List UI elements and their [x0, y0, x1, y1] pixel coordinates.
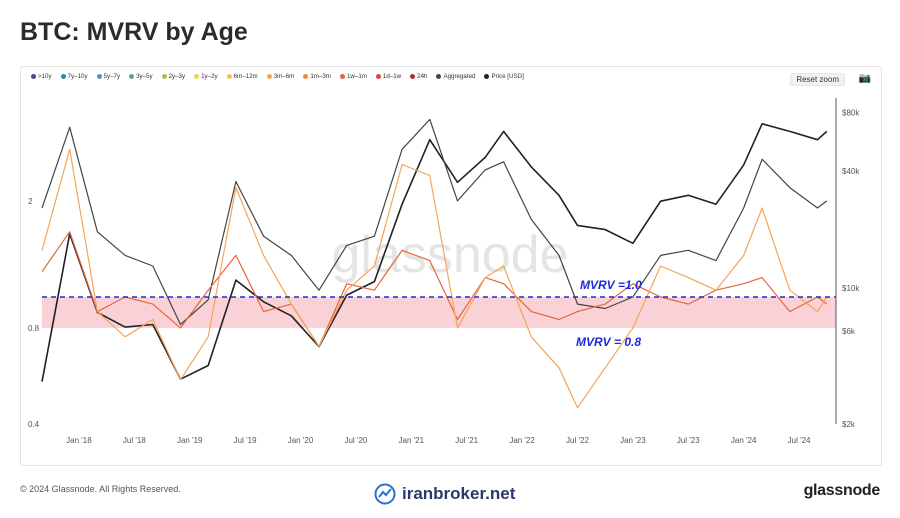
legend-label: 3m–6m — [273, 73, 295, 80]
legend-label: 2y–3y — [168, 73, 186, 80]
trend-icon — [374, 483, 396, 505]
legend-label: Aggregated — [443, 73, 476, 80]
legend-dot — [161, 74, 167, 79]
x-tick-label: Jul '23 — [677, 436, 700, 445]
x-tick-label: Jan '22 — [509, 436, 535, 445]
x-tick-label: Jan '21 — [399, 436, 425, 445]
legend-item[interactable]: Aggregated — [436, 73, 475, 80]
x-tick-label: Jul '20 — [344, 436, 367, 445]
x-tick-label: Jan '19 — [177, 436, 203, 445]
legend-label: >10y — [38, 73, 52, 80]
annotation-label: MVRV =1.0 — [580, 278, 642, 292]
footer-brand-text: iranbroker.net — [402, 484, 516, 503]
legend-item[interactable]: 1m–3m — [303, 73, 331, 80]
y-left-tick-label: 0.8 — [28, 324, 40, 333]
legend-item[interactable]: 1w–1m — [339, 73, 367, 80]
legend-dot — [129, 74, 135, 79]
chart-panel: >10y 7y–10y 5y–7y 3y–5y 2y–3y 1y–2y 6m–12m 3m–6… — [20, 66, 882, 466]
footer-copyright: © 2024 Glassnode. All Rights Reserved. — [20, 484, 181, 494]
legend-dot — [194, 74, 200, 79]
legend-item[interactable]: 2y–3y — [161, 73, 186, 80]
legend-label: 5y–7y — [103, 73, 121, 80]
legend-label: 1m–3m — [310, 73, 331, 80]
x-tick-label: Jan '20 — [288, 436, 314, 445]
legend-dot — [303, 74, 309, 79]
legend-label: 1w–1m — [346, 73, 367, 80]
legend-dot — [96, 74, 102, 79]
y-right-tick-label: $80k — [842, 109, 860, 118]
y-right-tick-label: $40k — [842, 167, 860, 176]
legend-dot — [31, 74, 36, 79]
y-right-tick-label: $6k — [842, 327, 856, 336]
chart-title: BTC: MVRV by Age — [20, 18, 248, 46]
legend-dot — [375, 74, 381, 79]
camera-icon[interactable]: 📷 — [858, 73, 871, 84]
footer-brand[interactable]: iranbroker.net — [374, 483, 515, 505]
legend-label: 1d–1w — [382, 73, 402, 80]
legend-dot — [484, 74, 490, 79]
legend-item[interactable]: 3m–6m — [266, 73, 295, 80]
series-line-1 — [41, 118, 828, 326]
legend-item[interactable]: 5y–7y — [96, 73, 121, 80]
annotation-label: MVRV = 0.8 — [576, 335, 641, 349]
y-right-tick-label: $10k — [842, 284, 860, 293]
legend-item[interactable]: 1y–2y — [194, 73, 218, 80]
series-line-3 — [41, 148, 828, 409]
legend-item[interactable]: >10y — [31, 73, 52, 80]
x-tick-label: Jul '21 — [455, 436, 478, 445]
legend-label: 24h — [417, 73, 428, 80]
y-left-tick-label: 2 — [28, 197, 33, 206]
legend-dot — [60, 74, 66, 79]
y-right-tick-label: $2k — [842, 420, 856, 429]
reset-zoom-button[interactable]: Reset zoom — [790, 73, 845, 86]
watermark: glassnode — [331, 226, 568, 284]
legend-label: 3y–5y — [136, 73, 153, 80]
footer-logo: glassnode — [803, 482, 881, 499]
legend-dot — [226, 74, 232, 79]
legend-item[interactable]: 3y–5y — [129, 73, 153, 80]
legend-item[interactable]: 24h — [410, 73, 427, 80]
mvrv-band — [42, 296, 836, 328]
chart-legend: >10y 7y–10y 5y–7y 3y–5y 2y–3y 1y–2y 6m–12m 3m–6… — [31, 73, 524, 80]
legend-label: 1y–2y — [201, 73, 218, 80]
legend-item[interactable]: Price [USD] — [484, 73, 524, 80]
legend-label: Price [USD] — [491, 73, 524, 80]
legend-dot — [339, 74, 345, 79]
legend-label: 6m–12m — [233, 73, 258, 80]
legend-item[interactable]: 6m–12m — [226, 73, 258, 80]
legend-label: 7y–10y — [67, 73, 88, 80]
x-tick-label: Jul '18 — [123, 436, 146, 445]
legend-dot — [266, 74, 272, 79]
legend-item[interactable]: 7y–10y — [60, 73, 88, 80]
legend-dot — [436, 74, 442, 79]
x-tick-label: Jan '24 — [731, 436, 757, 445]
x-tick-label: Jul '19 — [234, 436, 257, 445]
x-tick-label: Jan '18 — [66, 436, 92, 445]
x-tick-label: Jul '24 — [788, 436, 811, 445]
x-tick-label: Jul '22 — [566, 436, 589, 445]
legend-dot — [410, 74, 416, 79]
legend-item[interactable]: 1d–1w — [375, 73, 402, 80]
y-left-tick-label: 0.4 — [28, 420, 40, 429]
x-tick-label: Jan '23 — [620, 436, 646, 445]
